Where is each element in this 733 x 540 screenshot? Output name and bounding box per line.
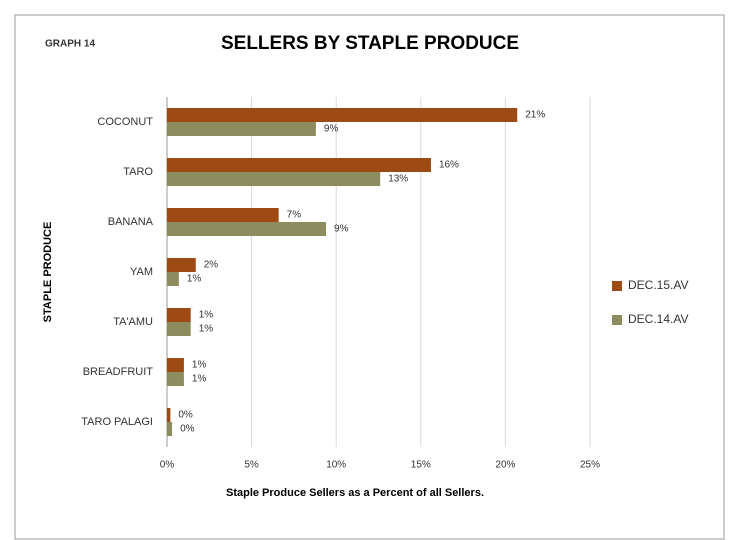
legend-label: DEC.15.AV bbox=[628, 278, 688, 292]
bar bbox=[167, 108, 518, 122]
bar bbox=[167, 308, 191, 322]
bar bbox=[167, 258, 196, 272]
x-tick-label: 25% bbox=[580, 460, 600, 471]
value-label: 1% bbox=[192, 374, 207, 385]
value-label: 16% bbox=[439, 160, 459, 171]
y-tick-label: YAM bbox=[130, 266, 153, 278]
x-tick-label: 5% bbox=[244, 460, 259, 471]
x-tick-label: 0% bbox=[160, 460, 175, 471]
bar bbox=[167, 358, 184, 372]
value-label: 9% bbox=[324, 124, 339, 135]
value-label: 2% bbox=[204, 260, 219, 271]
bar bbox=[167, 272, 179, 286]
legend-label: DEC.14.AV bbox=[628, 312, 688, 326]
y-axis-title: STAPLE PRODUCE bbox=[42, 222, 54, 323]
y-tick-label: BANANA bbox=[108, 216, 154, 228]
chart-title: SELLERS BY STAPLE PRODUCE bbox=[221, 33, 519, 54]
legend-swatch bbox=[612, 315, 622, 325]
x-tick-label: 15% bbox=[411, 460, 431, 471]
value-label: 0% bbox=[178, 410, 193, 421]
value-label: 13% bbox=[388, 174, 408, 185]
y-tick-label: TARO bbox=[123, 166, 153, 178]
value-label: 7% bbox=[287, 210, 302, 221]
value-label: 1% bbox=[192, 360, 207, 371]
y-tick-label: TARO PALAGI bbox=[81, 416, 153, 428]
bar bbox=[167, 422, 173, 436]
chart-frame bbox=[14, 14, 725, 540]
y-tick-label: BREADFRUIT bbox=[83, 366, 154, 378]
x-axis-title: Staple Produce Sellers as a Percent of a… bbox=[226, 487, 484, 499]
y-tick-label: TA'AMU bbox=[113, 316, 153, 328]
bar bbox=[167, 372, 184, 386]
x-tick-label: 10% bbox=[326, 460, 346, 471]
bar bbox=[167, 322, 191, 336]
value-label: 1% bbox=[187, 274, 202, 285]
bar bbox=[167, 222, 327, 236]
x-tick-label: 20% bbox=[495, 460, 515, 471]
bar bbox=[167, 122, 316, 136]
y-tick-label: COCONUT bbox=[97, 116, 153, 128]
bar bbox=[167, 208, 279, 222]
graph-label: GRAPH 14 bbox=[45, 39, 95, 50]
value-label: 21% bbox=[525, 110, 545, 121]
value-label: 1% bbox=[199, 324, 214, 335]
legend-swatch bbox=[612, 281, 622, 291]
value-label: 1% bbox=[199, 310, 214, 321]
value-label: 0% bbox=[180, 424, 195, 435]
bar bbox=[167, 172, 381, 186]
bar bbox=[167, 408, 171, 422]
bar bbox=[167, 158, 431, 172]
value-label: 9% bbox=[334, 224, 349, 235]
